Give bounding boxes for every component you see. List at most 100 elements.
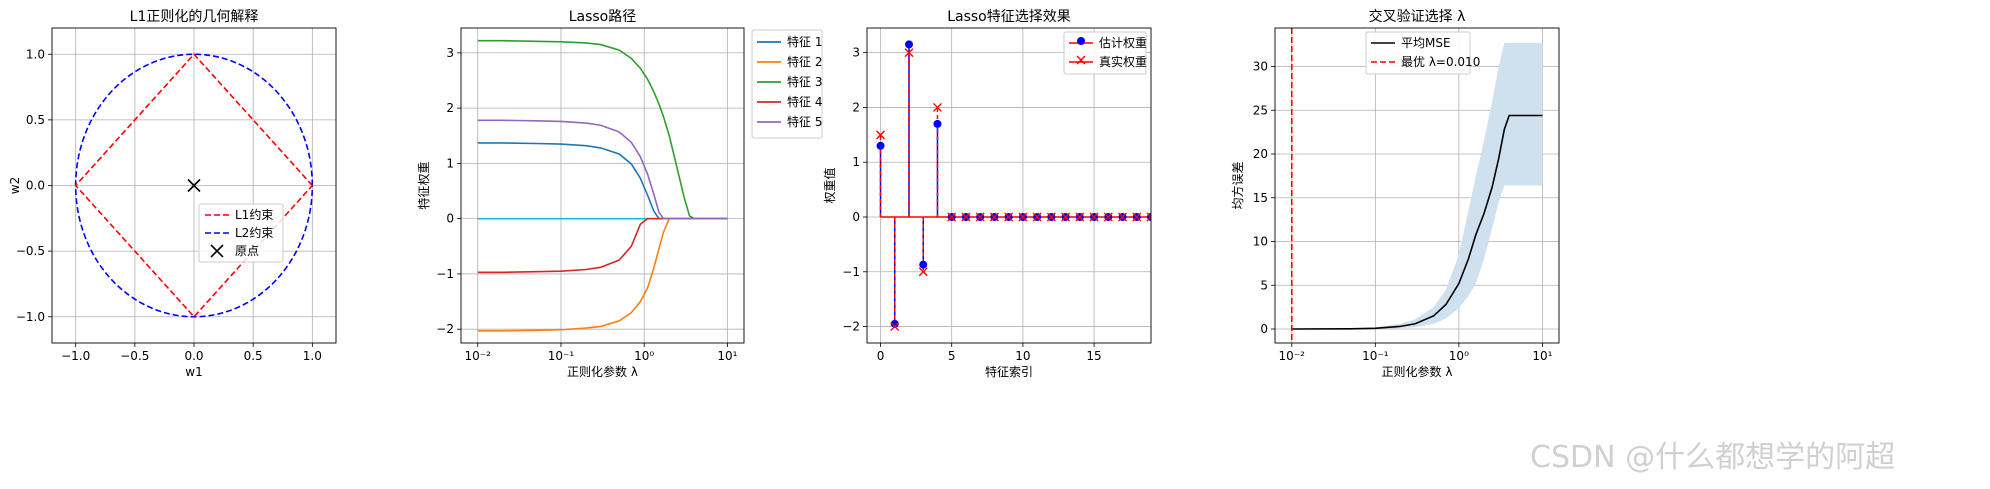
x-tick-label: −1.0 <box>61 349 90 363</box>
watermark: CSDN @什么都想学的阿超 <box>1530 440 1896 475</box>
y-tick-label: −1 <box>842 265 860 279</box>
legend-box <box>751 29 823 139</box>
estimated-weight-point <box>1147 213 1151 221</box>
plot-area-3 <box>867 28 1151 343</box>
true-weight-point <box>975 212 985 222</box>
y-tick-label: −1.0 <box>16 310 45 324</box>
x-tick-label: 10⁻¹ <box>1362 349 1389 363</box>
y-tick-label: −1 <box>436 267 454 281</box>
legend-label: 特征 1 <box>787 34 822 49</box>
x-tick-label: 10¹ <box>1532 349 1552 363</box>
legend-label: 平均MSE <box>1401 36 1451 50</box>
y-tick-label: 15 <box>1253 191 1268 205</box>
y-tick-label: 20 <box>1253 147 1268 161</box>
chart-title: Lasso路径 <box>569 9 637 25</box>
y-axis-label: 特征权重 <box>416 161 431 209</box>
y-tick-label: 2 <box>852 100 860 114</box>
x-tick-label: −0.5 <box>120 349 149 363</box>
series-line <box>477 142 728 220</box>
x-tick-label: 10⁻¹ <box>548 349 575 363</box>
x-axis-label: w1 <box>185 365 202 379</box>
series-line <box>477 39 728 220</box>
legend-swatch <box>210 244 224 258</box>
y-tick-label: 1.0 <box>26 47 45 61</box>
plot-area-1 <box>52 28 336 343</box>
legend-label: 特征 2 <box>787 54 822 69</box>
x-tick-label: 1.0 <box>303 349 322 363</box>
legend-label: 特征 5 <box>787 114 822 129</box>
legend-swatch <box>1076 55 1086 65</box>
true-weight-point <box>918 267 928 277</box>
true-weight-point <box>1004 212 1014 222</box>
origin-marker <box>187 178 201 193</box>
x-tick-label: 5 <box>948 349 956 363</box>
chart-title: L1正则化的几何解释 <box>130 9 259 25</box>
y-tick-label: 1 <box>446 156 454 170</box>
y-tick-label: 30 <box>1253 60 1268 74</box>
legend-label: 原点 <box>235 244 259 258</box>
true-weight-point <box>989 212 999 222</box>
axes-frame <box>1274 27 1560 344</box>
true-weight-point <box>1032 212 1042 222</box>
true-weight-point <box>1061 212 1071 222</box>
estimated-weight-point <box>904 40 913 49</box>
x-tick-label: 10¹ <box>717 349 737 363</box>
l1-constraint-line <box>74 53 313 318</box>
x-axis-label: 正则化参数 λ <box>1382 364 1453 379</box>
x-tick-label: 10 <box>1015 349 1030 363</box>
y-tick-label: 0 <box>852 210 860 224</box>
x-axis-label: 正则化参数 λ <box>567 364 638 379</box>
true-weight-point <box>1018 212 1028 222</box>
mean-mse-line <box>1291 114 1543 330</box>
legend-label: 最优 λ=0.010 <box>1401 55 1480 69</box>
y-tick-label: 1 <box>852 155 860 169</box>
estimated-weight-point <box>919 260 928 269</box>
x-tick-label: 10⁻² <box>464 349 491 363</box>
true-weight-point <box>1118 212 1128 222</box>
series-line <box>477 217 728 274</box>
legend-label: 估计权重 <box>1099 36 1147 50</box>
y-tick-label: 0 <box>1260 322 1268 336</box>
legend-label: L2约束 <box>235 225 273 240</box>
y-tick-label: 5 <box>1260 278 1268 292</box>
x-tick-label: 0.5 <box>244 349 263 363</box>
x-tick-label: 10⁰ <box>1449 349 1469 363</box>
x-axis-label: 特征索引 <box>985 364 1033 379</box>
true-weight-point <box>1046 212 1056 222</box>
true-weight-point <box>961 212 971 222</box>
estimated-weight-point <box>876 141 885 150</box>
plot-area-4 <box>1275 28 1559 343</box>
true-weight-point <box>1103 212 1113 222</box>
x-tick-label: 0 <box>877 349 885 363</box>
y-tick-label: −0.5 <box>16 244 45 258</box>
x-tick-label: 0.0 <box>184 349 203 363</box>
true-weight-point <box>890 322 900 332</box>
y-axis-label: 权重值 <box>822 167 837 203</box>
legend-label: 特征 3 <box>787 74 822 89</box>
true-weight-point <box>932 102 942 112</box>
axes-frame <box>460 27 745 344</box>
true-weight-point <box>904 48 914 58</box>
chart-title: 交叉验证选择 λ <box>1369 8 1466 25</box>
true-weight-point <box>876 130 886 140</box>
legend-swatch <box>1077 37 1085 45</box>
legend-label: 特征 4 <box>787 94 822 109</box>
y-axis-label: 均方误差 <box>1230 161 1245 209</box>
true-weight-point <box>1075 212 1085 222</box>
y-tick-label: −2 <box>842 320 860 334</box>
series-line <box>477 217 728 332</box>
y-tick-label: 0.0 <box>26 179 45 193</box>
estimated-weight-point <box>890 319 899 328</box>
x-tick-label: 10⁻² <box>1279 349 1306 363</box>
y-tick-label: 10 <box>1253 235 1268 249</box>
plot-area-2 <box>461 28 744 343</box>
legend-label: 真实权重 <box>1099 54 1147 69</box>
true-weight-point <box>1132 212 1142 222</box>
x-tick-label: 10⁰ <box>634 349 654 363</box>
estimated-weight-point <box>933 119 942 128</box>
x-tick-label: 15 <box>1086 349 1101 363</box>
true-weight-point <box>1089 212 1099 222</box>
series-line <box>477 119 728 220</box>
true-weight-point <box>1146 212 1151 222</box>
